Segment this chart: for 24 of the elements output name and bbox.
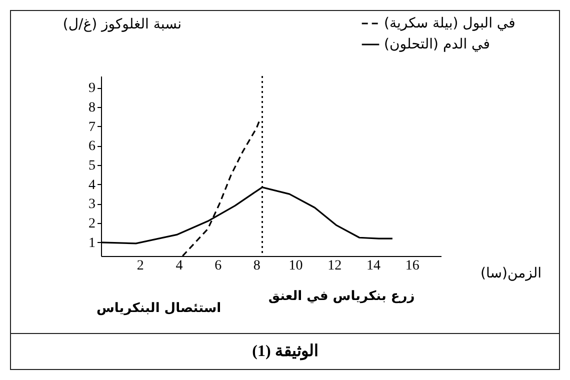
y-axis-title: نسبة الغلوكوز (غ/ل) [62, 16, 182, 32]
x-tick-label: 16 [405, 258, 420, 274]
x-axis-title: الزمن(سا) [480, 266, 542, 282]
y-tick-label: 2 [88, 216, 96, 232]
legend-label: في الدم (التحلون) [384, 36, 490, 52]
legend-label: في البول (بيلة سكرية) [384, 16, 516, 32]
text: استئصال البنكرياس [96, 301, 222, 316]
x-tick-label: 4 [176, 258, 183, 274]
x-tick-label: 10 [288, 258, 303, 274]
y-tick-label: 9 [88, 81, 96, 96]
x-tick-label: 12 [328, 258, 342, 274]
x-tick-label: 8 [253, 258, 260, 274]
x-tick-label: 2 [136, 258, 144, 274]
y-tick-label: 7 [88, 120, 96, 135]
y-tick-label: 1 [88, 236, 96, 251]
y-tick-label: 4 [88, 178, 96, 193]
text: زرع بنكرياس في العنق [268, 289, 415, 304]
text: الوثيقة (1) [11, 333, 559, 370]
y-tick-label: 5 [88, 158, 96, 174]
y-tick-label: 3 [88, 197, 96, 212]
y-tick-label: 6 [88, 139, 96, 154]
y-tick-label: 8 [88, 100, 96, 116]
x-tick-label: 14 [366, 258, 380, 274]
x-tick-label: 6 [214, 258, 222, 274]
